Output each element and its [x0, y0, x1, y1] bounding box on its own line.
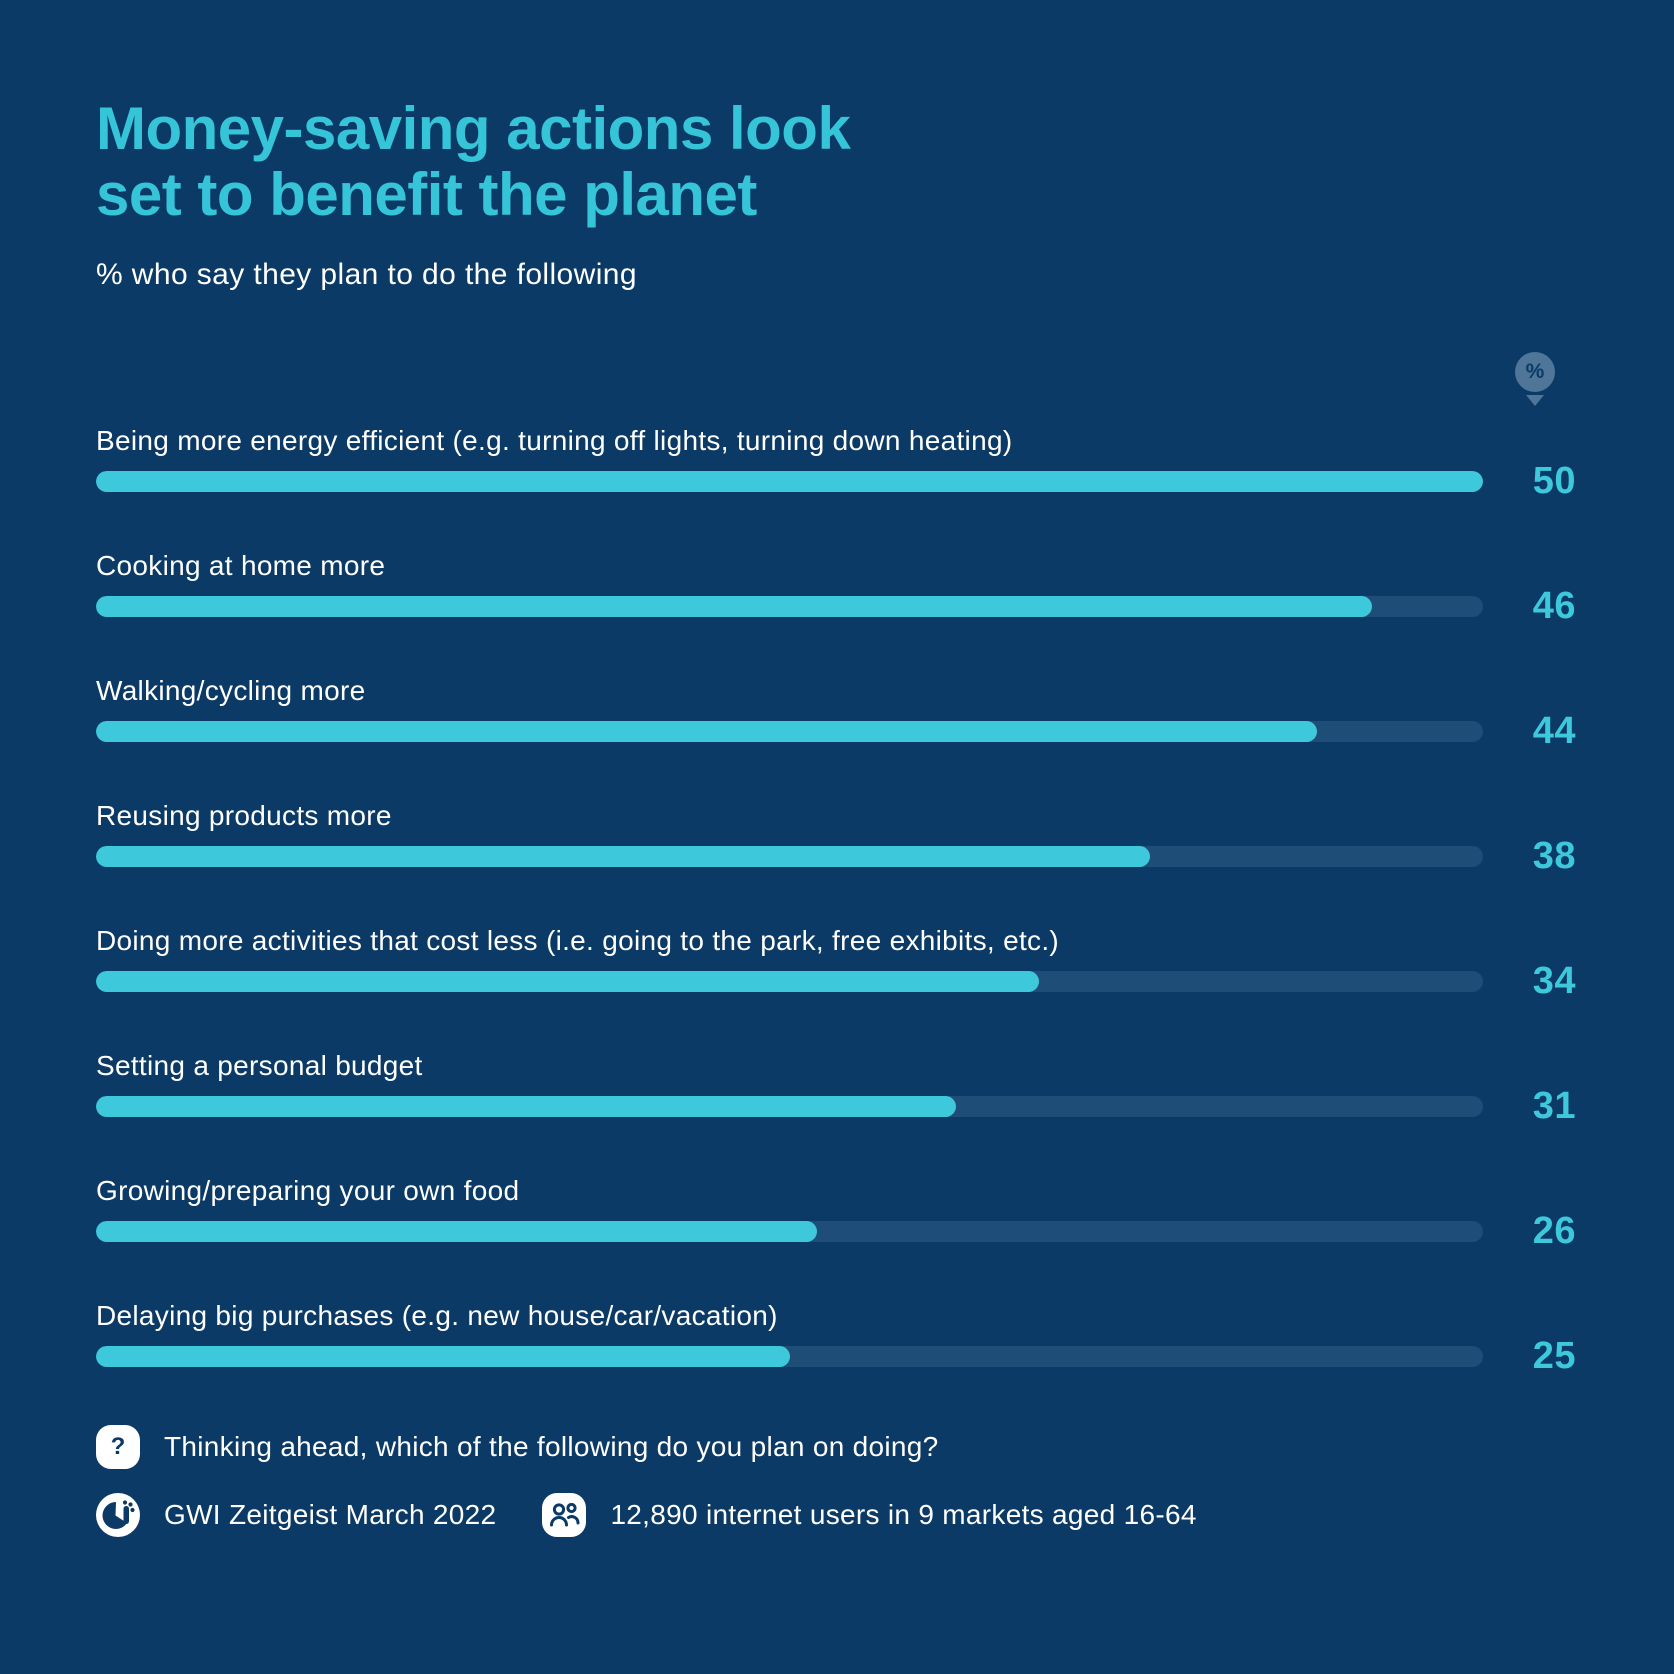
bar-fill	[96, 471, 1483, 492]
footer: ? Thinking ahead, which of the following…	[96, 1425, 1580, 1537]
chart-row: Being more energy efficient (e.g. turnin…	[96, 424, 1580, 502]
bar-label: Walking/cycling more	[96, 675, 366, 706]
sample-group: 12,890 internet users in 9 markets aged …	[542, 1493, 1196, 1537]
bar-value: 26	[1532, 1210, 1576, 1252]
bar-track	[96, 471, 1483, 492]
bar-fill	[96, 1346, 790, 1367]
bar-track	[96, 721, 1483, 742]
chart-row: Growing/preparing your own food 26	[96, 1174, 1580, 1252]
bar-track	[96, 1221, 1483, 1242]
chart-row: Delaying big purchases (e.g. new house/c…	[96, 1299, 1580, 1377]
bar-track	[96, 971, 1483, 992]
bar-track	[96, 846, 1483, 867]
source-text: GWI Zeitgeist March 2022	[164, 1499, 497, 1530]
page-subtitle: % who say they plan to do the following	[96, 258, 637, 291]
bar-label: Doing more activities that cost less (i.…	[96, 925, 1060, 956]
chart-row: Setting a personal budget 31	[96, 1049, 1580, 1127]
bar-value: 44	[1532, 710, 1576, 752]
chart-rows: Being more energy efficient (e.g. turnin…	[96, 424, 1580, 1377]
percent-icon: %	[1515, 352, 1555, 392]
bar-line: 25	[96, 1335, 1580, 1377]
bar-track	[96, 596, 1483, 617]
bar-fill	[96, 971, 1040, 992]
gwi-logo-icon	[96, 1493, 140, 1537]
bar-fill	[96, 596, 1373, 617]
pin-tip-triangle	[1526, 395, 1544, 406]
bar-value: 31	[1532, 1085, 1576, 1127]
question-row: ? Thinking ahead, which of the following…	[96, 1425, 1580, 1469]
bar-line: 46	[96, 585, 1580, 627]
source-group: GWI Zeitgeist March 2022	[96, 1493, 496, 1537]
bar-line: 34	[96, 960, 1580, 1002]
bar-fill	[96, 721, 1317, 742]
bar-value: 34	[1532, 960, 1576, 1002]
bar-line: 50	[96, 460, 1580, 502]
bar-track	[96, 1096, 1483, 1117]
chart-row: Doing more activities that cost less (i.…	[96, 924, 1580, 1002]
bar-line: 44	[96, 710, 1580, 752]
sample-text: 12,890 internet users in 9 markets aged …	[610, 1499, 1197, 1530]
bar-line: 31	[96, 1085, 1580, 1127]
bar-label: Setting a personal budget	[96, 1050, 423, 1081]
question-text: Thinking ahead, which of the following d…	[164, 1431, 939, 1462]
bar-label: Growing/preparing your own food	[96, 1175, 520, 1206]
bar-label: Being more energy efficient (e.g. turnin…	[96, 425, 1013, 456]
bar-fill	[96, 1096, 956, 1117]
bar-label: Delaying big purchases (e.g. new house/c…	[96, 1300, 778, 1331]
people-icon	[542, 1493, 587, 1537]
bar-fill	[96, 1221, 818, 1242]
bar-value: 38	[1532, 835, 1576, 877]
chart-row: Walking/cycling more 44	[96, 674, 1580, 752]
bar-value: 46	[1532, 585, 1576, 627]
source-row: GWI Zeitgeist March 2022 12,890 internet…	[96, 1493, 1580, 1537]
percent-pin-badge: %	[1515, 352, 1555, 406]
page-title: Money-saving actions look set to benefit…	[96, 95, 851, 228]
bar-line: 26	[96, 1210, 1580, 1252]
bar-fill	[96, 846, 1151, 867]
bar-track	[96, 1346, 1483, 1367]
bar-label: Cooking at home more	[96, 550, 386, 581]
bar-value: 25	[1532, 1335, 1576, 1377]
question-mark-icon: ?	[96, 1425, 140, 1469]
bar-chart: % Being more energy efficient (e.g. turn…	[96, 352, 1580, 1377]
chart-row: Cooking at home more 46	[96, 549, 1580, 627]
chart-row: Reusing products more 38	[96, 799, 1580, 877]
bar-value: 50	[1532, 460, 1576, 502]
bar-line: 38	[96, 835, 1580, 877]
bar-label: Reusing products more	[96, 800, 392, 831]
